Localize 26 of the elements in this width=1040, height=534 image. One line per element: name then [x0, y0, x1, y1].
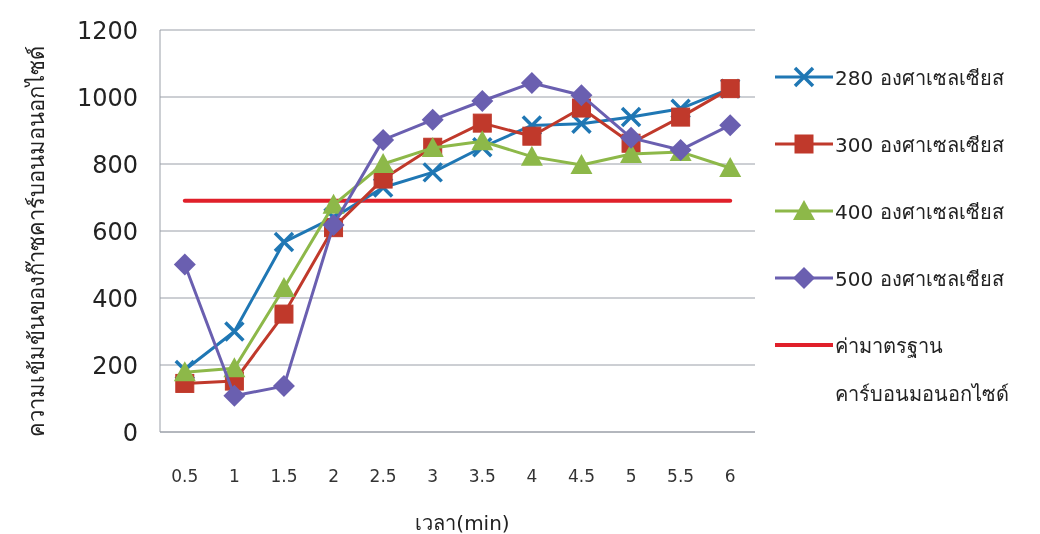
x-tick-label: 2: [328, 466, 339, 486]
x-tick-label: 5.5: [667, 466, 695, 486]
legend-label: 400 องศาเซลเซียส: [835, 200, 1004, 224]
y-tick-label: 200: [92, 352, 138, 380]
legend-label: 500 องศาเซลเซียส: [835, 267, 1004, 291]
x-tick-label: 4.5: [567, 466, 595, 486]
text: ค่ามาตรฐาน คาร์บอนมอนอกไซด์: [835, 334, 1009, 406]
x-tick-label: 1: [228, 466, 240, 486]
x-tick-label: 3: [427, 466, 439, 486]
legend-label: 300 องศาเซลเซียส: [835, 133, 1004, 157]
y-tick-label: 1000: [76, 84, 138, 112]
x-tick-label: 1.5: [270, 466, 298, 486]
y-tick-label: 400: [92, 285, 138, 313]
x-tick-label: 5: [625, 466, 637, 486]
x-tick-label: 2.5: [369, 466, 397, 486]
x-tick-label: 0.5: [171, 466, 199, 486]
y-tick-label: 600: [92, 218, 138, 246]
y-axis-title: ความเข้มข้นของก๊าซคาร์บอนมอนอกไซด์: [24, 45, 49, 437]
legend-label: 280 องศาเซลเซียส: [835, 66, 1004, 90]
x-tick-label: 3.5: [468, 466, 496, 486]
x-axis-title: เวลา(min): [415, 511, 510, 534]
y-tick-label: 0: [122, 419, 138, 447]
x-tick-label: 4: [526, 466, 538, 486]
y-tick-label: 800: [92, 151, 138, 179]
x-tick-label: 6: [724, 466, 736, 486]
y-tick-label: 1200: [76, 17, 138, 45]
